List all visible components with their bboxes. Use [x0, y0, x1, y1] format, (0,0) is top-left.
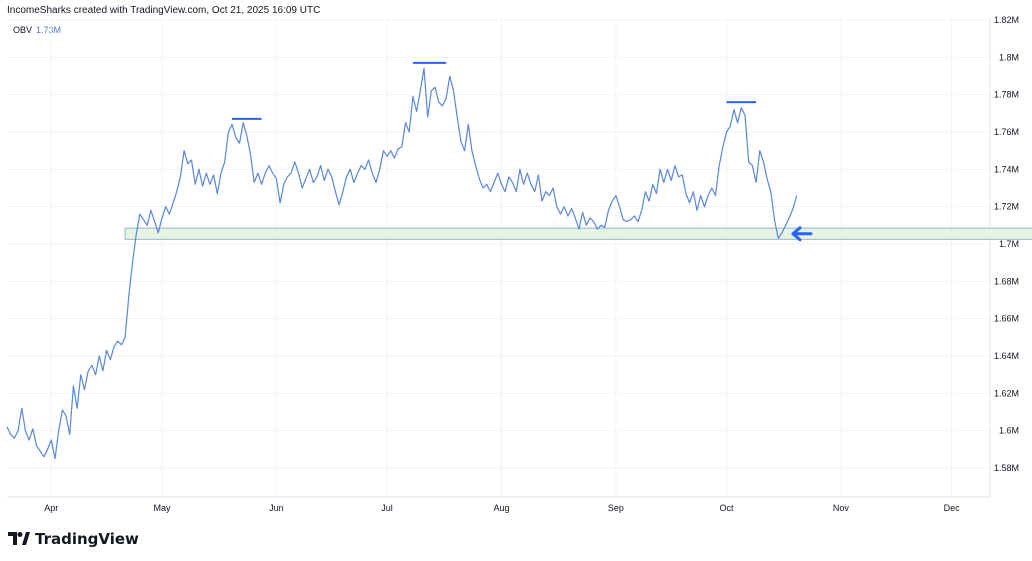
y-tick-label: 1.78M: [994, 90, 1019, 100]
x-axis[interactable]: Apr May Jun Jul Aug Sep Oct Nov Dec: [44, 503, 960, 513]
left-arrow-icon: [791, 226, 813, 242]
x-tick-label: May: [153, 503, 171, 513]
tradingview-logo-icon: [8, 532, 30, 545]
indicator-legend[interactable]: OBV 1.73M: [13, 25, 61, 35]
chart-attribution: IncomeSharks created with TradingView.co…: [7, 5, 321, 16]
y-tick-label: 1.68M: [994, 276, 1019, 286]
y-tick-label: 1.62M: [994, 388, 1019, 398]
x-tick-label: Nov: [833, 503, 850, 513]
indicator-name: OBV: [13, 25, 33, 35]
tradingview-brand[interactable]: TradingView: [8, 530, 139, 548]
indicator-value: 1.73M: [36, 25, 62, 35]
y-tick-label: 1.82M: [994, 15, 1019, 25]
y-axis[interactable]: 1.82M 1.8M 1.78M 1.76M 1.74M 1.72M 1.7M 1.68M 1.…: [994, 15, 1019, 473]
y-tick-label: 1.6M: [999, 426, 1019, 436]
series-layer: [6, 67, 798, 460]
brand-name: TradingView: [35, 530, 139, 548]
y-tick-label: 1.8M: [999, 52, 1019, 62]
obv-series-line: [6, 67, 798, 460]
x-tick-label: Apr: [44, 503, 58, 513]
x-tick-label: Aug: [493, 503, 509, 513]
y-tick-label: 1.66M: [994, 314, 1019, 324]
support-zone-rect: [124, 227, 1032, 240]
x-tick-label: Dec: [944, 503, 961, 513]
y-tick-label: 1.74M: [994, 164, 1019, 174]
y-tick-label: 1.72M: [994, 202, 1019, 212]
y-tick-label: 1.58M: [994, 463, 1019, 473]
x-tick-label: Jul: [381, 503, 393, 513]
y-tick-label: 1.64M: [994, 351, 1019, 361]
y-tick-label: 1.7M: [999, 239, 1019, 249]
peak-markers-layer: [232, 61, 813, 242]
x-tick-label: Oct: [720, 503, 735, 513]
x-tick-label: Jun: [269, 503, 284, 513]
x-tick-label: Sep: [608, 503, 624, 513]
support-zone-layer: [124, 227, 1032, 240]
grid-lines: [7, 18, 991, 498]
y-tick-label: 1.76M: [994, 127, 1019, 137]
